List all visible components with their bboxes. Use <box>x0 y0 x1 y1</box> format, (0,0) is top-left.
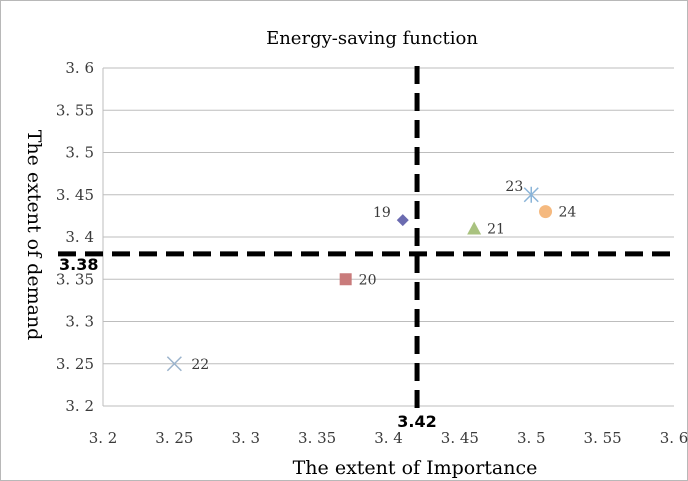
point-22: 22 <box>166 356 209 373</box>
point-23: 23 <box>505 179 539 203</box>
y-tick-label: 3. 3 <box>65 313 94 331</box>
grid <box>103 67 674 407</box>
point-label: 21 <box>487 222 505 238</box>
data-points: 19 20 21 22 23 24 <box>166 179 576 373</box>
x-tick-label: 3. 45 <box>441 429 479 447</box>
point-label: 22 <box>191 357 209 373</box>
point-label: 23 <box>505 179 523 195</box>
x-tick-label: 3. 55 <box>584 429 622 447</box>
threshold-label-x: 3.42 <box>397 412 436 431</box>
point-label: 24 <box>559 205 577 221</box>
x-tick-label: 3. 3 <box>231 429 260 447</box>
triangle-marker <box>467 221 482 235</box>
x-tick-label: 3. 4 <box>374 429 403 447</box>
chart-title: Energy-saving function <box>266 28 478 49</box>
x-axis-title: The extent of Importance <box>293 457 538 479</box>
point-label: 19 <box>373 205 391 221</box>
threshold-label-y: 3.38 <box>59 255 98 274</box>
x-tick-label: 3. 2 <box>89 429 118 447</box>
circle-marker <box>539 205 553 219</box>
y-tick-label: 3. 5 <box>65 144 94 162</box>
x-tick-label: 3. 5 <box>517 429 546 447</box>
y-tick-label: 3. 45 <box>56 186 94 204</box>
y-tick-label: 3. 55 <box>56 101 94 119</box>
y-tick-label: 3. 6 <box>65 59 94 77</box>
point-19: 19 <box>373 205 409 227</box>
threshold-lines: 3.42 3.38 <box>58 66 674 431</box>
y-axis-title: The extent of demand <box>23 130 45 341</box>
y-tick-label: 3. 25 <box>56 355 94 373</box>
square-marker <box>339 273 352 286</box>
x-marker <box>166 356 182 372</box>
x-tick-label: 3. 6 <box>660 429 688 447</box>
point-20: 20 <box>339 272 377 288</box>
y-tick-label: 3. 35 <box>56 270 94 288</box>
x-axis-ticks: 3. 2 3. 25 3. 3 3. 35 3. 4 3. 45 3. 5 3. 55 3. 6 <box>89 429 688 447</box>
diamond-marker <box>396 214 409 227</box>
point-24: 24 <box>539 205 576 221</box>
y-tick-label: 3. 2 <box>65 397 94 415</box>
x-tick-label: 3. 35 <box>298 429 336 447</box>
point-21: 21 <box>467 221 505 238</box>
y-axis-ticks: 3. 2 3. 25 3. 3 3. 35 3. 4 3. 45 3. 5 3. 55 3. 6 <box>56 59 94 415</box>
y-tick-label: 3. 4 <box>65 228 94 246</box>
point-label: 20 <box>359 272 377 288</box>
x-tick-label: 3. 25 <box>155 429 193 447</box>
